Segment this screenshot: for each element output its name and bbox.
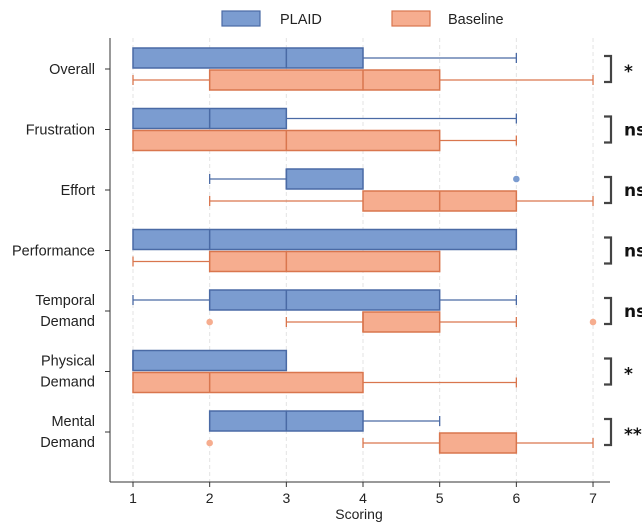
significance-mental-demand: ** [604,417,642,447]
bracket [604,54,613,84]
outlier-point [206,439,213,447]
box-plaid-physical-demand [132,349,288,372]
box-baseline-temporal-demand [206,311,597,333]
box-baseline-physical-demand [132,371,517,394]
category-labels: Overall Frustration Effort Performance Tempo… [12,62,110,451]
category-label-temporal-demand: Temporal Demand [35,293,95,330]
category-label-effort: Effort [61,183,95,199]
significance-label: ns [624,242,642,262]
boxes [132,47,597,454]
x-ticks: 1 2 3 4 5 6 7 [129,482,597,506]
iqr-box [362,311,441,333]
x-tick-label-2: 2 [206,490,214,506]
bracket [604,357,613,386]
significance-label: ** [624,425,642,445]
bracket [604,115,613,144]
box-baseline-mental-demand [206,432,594,454]
x-tick-label-5: 5 [436,490,444,506]
significance-physical-demand: * [604,357,633,386]
legend-item-plaid: PLAID [221,10,322,28]
legend-label-baseline: Baseline [448,12,504,28]
iqr-box [208,289,441,311]
iqr-box [285,168,364,190]
box-plaid-mental-demand [208,410,441,432]
iqr-box [132,228,518,251]
iqr-box [132,371,364,394]
outlier-point [206,318,213,326]
box-baseline-effort [209,190,594,212]
category-label-performance: Performance [12,244,95,260]
bracket [604,296,613,326]
significance-frustration: ns [604,115,642,144]
x-tick-label-3: 3 [282,490,290,506]
significance-label: ns [624,121,642,141]
box-baseline-performance [132,250,441,273]
category-label-physical-demand: Physical Demand [40,354,95,391]
legend-label-plaid: PLAID [280,12,322,28]
x-tick-label-4: 4 [359,490,367,506]
legend: PLAID Baseline [221,10,504,28]
legend-item-baseline: Baseline [391,10,504,28]
significance-performance: ns [604,236,642,265]
x-tick-label-6: 6 [512,490,520,506]
iqr-box [132,47,364,69]
significance-label: ns [624,302,642,322]
category-label-frustration: Frustration [26,123,95,139]
iqr-box [208,69,441,91]
iqr-box [438,432,518,454]
legend-swatch-baseline [391,10,431,27]
x-axis-title: Scoring [335,506,382,522]
significance-overall: * [604,54,633,84]
iqr-box [132,349,288,372]
significance-effort: ns [604,175,642,205]
box-plaid-overall [132,47,517,69]
outlier-point [589,318,597,326]
bracket [604,175,613,205]
box-baseline-frustration [132,129,517,152]
box-plaid-effort [209,168,520,190]
x-tick-label-1: 1 [129,490,137,506]
significance-temporal-demand: ns [604,296,642,326]
axes [109,38,610,483]
bracket [604,417,613,447]
iqr-box [208,250,441,273]
box-baseline-overall [132,69,594,91]
category-label-overall: Overall [49,62,95,78]
category-label-mental-demand: Mental Demand [40,414,95,451]
significance-label: * [624,365,633,385]
bracket [604,236,613,265]
box-plaid-performance [132,228,518,251]
box-plaid-frustration [132,107,517,130]
legend-swatch-plaid [221,10,261,27]
significance-label: * [624,62,633,82]
outlier-point [513,175,520,183]
significance-label: ns [624,181,642,201]
x-tick-label-7: 7 [589,490,597,506]
box-plaid-temporal-demand [132,289,517,311]
